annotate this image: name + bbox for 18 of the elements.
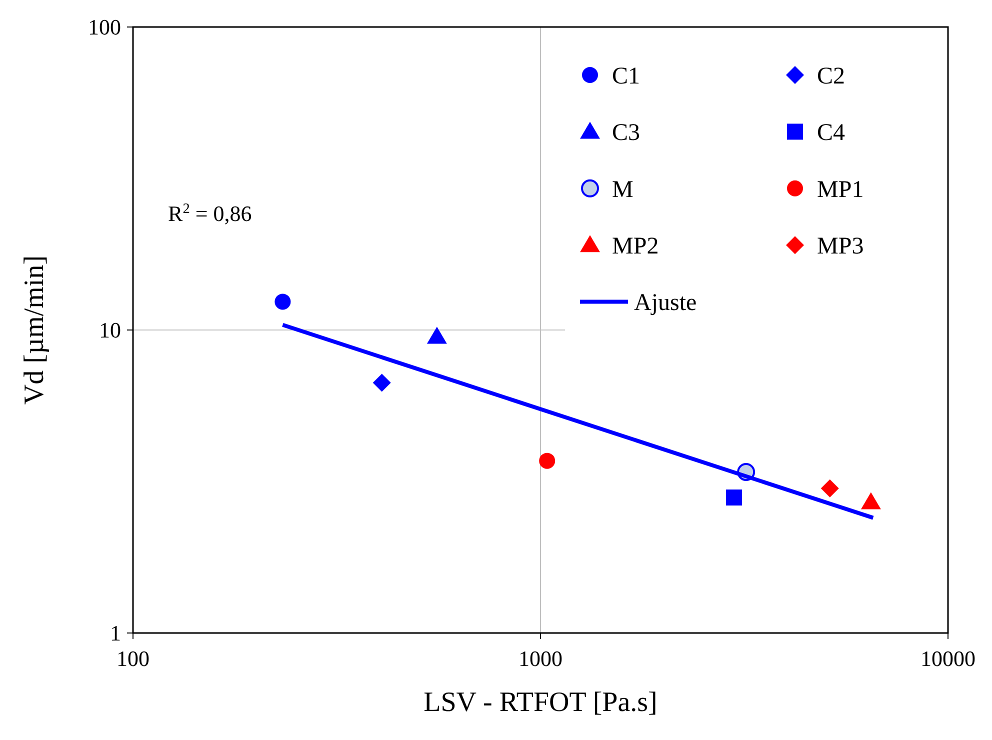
legend-label: Ajuste [634,290,697,316]
legend-label: C1 [612,63,640,90]
x-axis-title: LSV - RTFOT [Pa.s] [424,687,658,718]
legend-label: MP2 [612,234,659,260]
x-tick-label: 10000 [920,646,976,671]
y-tick-label: 100 [88,14,121,40]
y-tick-label: 1 [110,620,121,646]
legend-label: C4 [817,120,846,146]
legend-label: MP1 [817,176,864,203]
annotation: R$^{2}$ = 0,86 [168,201,252,226]
x-tick-label: 100 [116,646,150,671]
y-axis-title: Vd [µm/min] [19,255,50,405]
legend-label: C3 [612,120,640,146]
legend-label: MP3 [817,234,864,260]
legend-label: C2 [817,63,846,90]
y-tick-label: 10 [99,318,121,343]
legend-label: M [612,176,634,203]
x-tick-label: 1000 [518,646,562,671]
